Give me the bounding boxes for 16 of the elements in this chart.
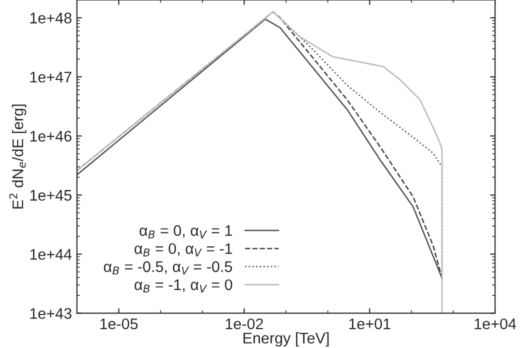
y-axis-title: E$^{2}$ dN$_{e}$/dE [erg]: [9, 104, 26, 209]
legend-label: α$_{B}$ = 0, α$_{V}$ = -1: [134, 243, 232, 256]
y-tick-label: 1e+46: [30, 130, 72, 142]
legend-label: α$_{B}$ = -1, α$_{V}$ = 0: [134, 279, 232, 292]
y-tick-label: 1e+44: [30, 249, 72, 260]
y-tick-label: 1e+43: [30, 308, 72, 319]
y-tick-label: 1e+48: [30, 12, 72, 24]
x-tick-label: 1e+04: [474, 318, 516, 330]
legend-label: α$_{B}$ = 0, α$_{V}$ = 1: [140, 225, 232, 238]
legend-label: α$_{B}$ = -0.5, α$_{V}$ = -0.5: [104, 261, 232, 274]
y-tick-label: 1e+47: [30, 72, 72, 83]
x-tick-label: 1e-02: [226, 318, 263, 330]
x-tick-label: 1e+01: [349, 318, 390, 330]
x-tick-label: 1e-05: [100, 318, 138, 330]
x-axis-title: Energy [TeV]: [244, 332, 329, 347]
y-tick-label: 1e+45: [30, 190, 72, 201]
